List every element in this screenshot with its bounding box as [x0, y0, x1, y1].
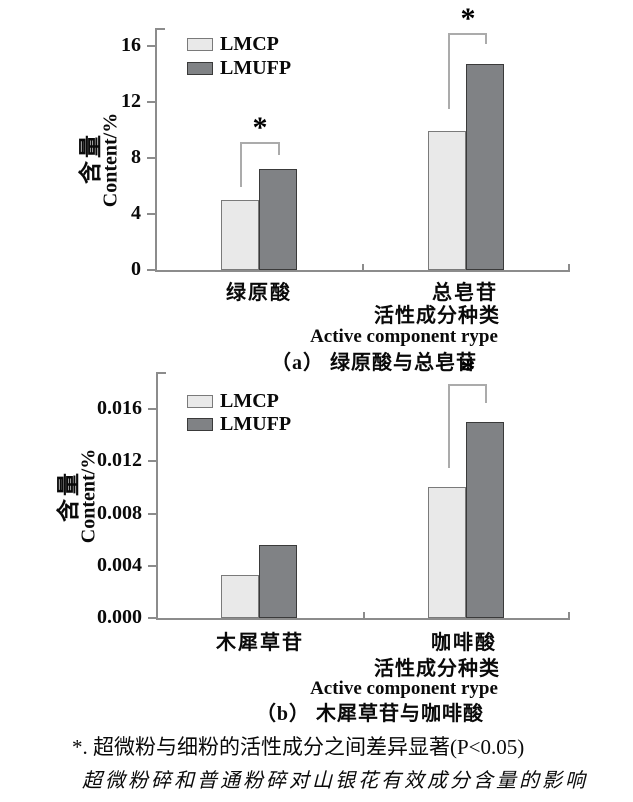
legend-label-lmufp: LMUFP [220, 57, 292, 79]
sig-asterisk: * [460, 353, 476, 386]
bar-lmcp-0 [221, 200, 259, 270]
y-tick-label: 12 [121, 90, 141, 112]
y-tick [147, 213, 155, 215]
panel-caption: （b） 木犀草苷与咖啡酸 [255, 703, 485, 725]
category-label: 木犀草苷 [216, 632, 304, 654]
sig-bracket-right-arm [485, 384, 487, 403]
y-tick [148, 565, 156, 567]
bar-lmcp-1 [428, 487, 466, 618]
figure-title-caption: 超微粉碎和普通粉碎对山银花有效成分含量的影响 [82, 770, 588, 792]
x-axis-line [156, 618, 570, 620]
y-tick-label: 0 [131, 258, 141, 280]
x-axis-label-en: Active component rype [310, 678, 498, 699]
x-axis-line [155, 270, 570, 272]
y-tick-label: 0.008 [97, 502, 142, 524]
y-axis-line [155, 28, 157, 272]
sig-bracket-left-arm [448, 33, 450, 109]
legend-label-lmcp: LMCP [220, 33, 279, 55]
y-tick-label: 0.004 [97, 554, 142, 576]
sig-bracket-left-arm [448, 384, 450, 468]
y-tick [147, 45, 155, 47]
y-tick-label: 4 [131, 202, 141, 224]
sig-bracket-right-arm [485, 33, 487, 44]
x-axis-label-en: Active component rype [310, 326, 498, 347]
bar-lmcp-1 [428, 131, 466, 270]
x-axis-tick [568, 264, 570, 270]
significance-footnote: *. 超微粉与细粉的活性成分之间差异显著(P<0.05) [72, 735, 525, 759]
category-label: 总皂苷 [432, 282, 498, 304]
y-tick [147, 157, 155, 159]
bar-lmcp-0 [221, 575, 259, 618]
y-tick [148, 617, 156, 619]
x-axis-label-zh: 活性成分种类 [374, 658, 500, 680]
bar-lmufp-0 [259, 169, 297, 270]
y-tick-label: 8 [131, 146, 141, 168]
legend-label-lmufp: LMUFP [220, 413, 292, 435]
legend-swatch-lmcp [187, 395, 213, 408]
sig-asterisk: * [460, 2, 476, 35]
y-axis-line [156, 372, 158, 620]
sig-bracket-left-arm [240, 142, 242, 187]
y-tick [148, 408, 156, 410]
category-label: 绿原酸 [226, 282, 292, 304]
legend-swatch-lmcp [187, 38, 213, 51]
x-axis-label-zh: 活性成分种类 [374, 305, 500, 327]
y-axis-end-tick [158, 372, 166, 374]
y-axis-end-tick [157, 28, 165, 30]
bar-lmufp-1 [466, 422, 504, 618]
legend-swatch-lmufp [187, 418, 213, 431]
panel-caption: （a） 绿原酸与总皂苷 [271, 352, 477, 374]
category-label: 咖啡酸 [431, 632, 497, 654]
legend-label-lmcp: LMCP [220, 390, 279, 412]
x-axis-tick [362, 264, 364, 270]
sig-bracket-top [448, 384, 487, 386]
sig-bracket-top [448, 33, 487, 35]
y-tick-label: 0.016 [97, 397, 142, 419]
x-axis-tick [363, 612, 365, 618]
y-tick-label: 0.012 [97, 449, 142, 471]
sig-asterisk: * [252, 111, 268, 144]
y-tick-label: 0.000 [97, 606, 142, 628]
sig-bracket-right-arm [278, 142, 280, 155]
y-tick-label: 16 [121, 34, 141, 56]
y-tick [147, 101, 155, 103]
y-tick [148, 513, 156, 515]
legend-swatch-lmufp [187, 62, 213, 75]
sig-bracket-top [240, 142, 280, 144]
y-tick [148, 460, 156, 462]
y-tick [147, 269, 155, 271]
bar-lmufp-1 [466, 64, 504, 270]
bar-lmufp-0 [259, 545, 297, 618]
x-axis-tick [568, 612, 570, 618]
